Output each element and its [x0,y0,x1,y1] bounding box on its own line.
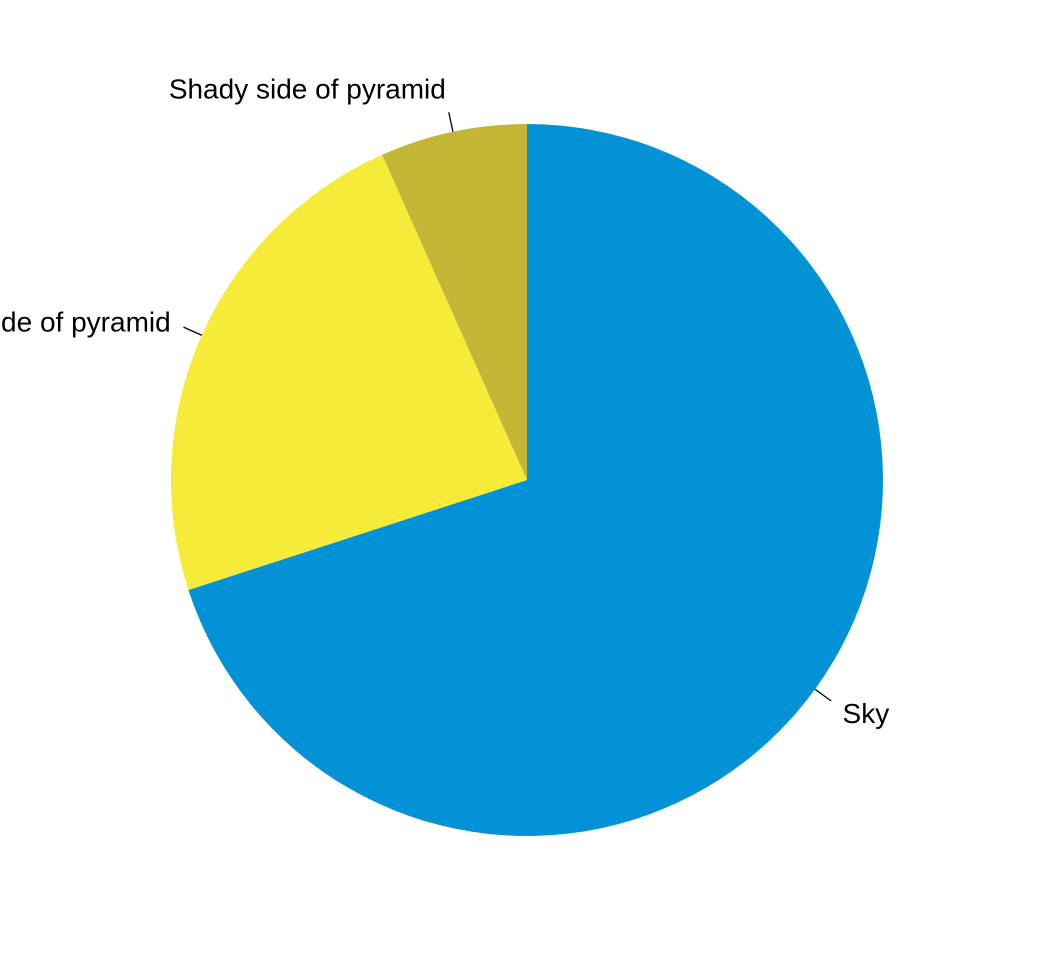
slice-label-sky: Sky [843,698,890,729]
pie-leader-lines [183,112,832,702]
pie-slices [170,124,883,836]
leader-line-sunny-side-of-pyramid [183,326,203,336]
pie-slice-shady-side-of-pyramid [382,124,527,480]
pie-slice-sky [188,124,883,836]
leader-line-shady-side-of-pyramid [448,112,454,132]
pie-labels: Sky Sunny side of pyramid Shady side of py… [0,74,889,730]
slice-label-shady-side-of-pyramid: Shady side of pyramid [169,74,446,105]
leader-line-sky [814,688,832,702]
pie-slice-sunny-side-of-pyramid [170,154,527,591]
slice-label-sunny-side-of-pyramid: Sunny side of pyramid [0,306,171,337]
